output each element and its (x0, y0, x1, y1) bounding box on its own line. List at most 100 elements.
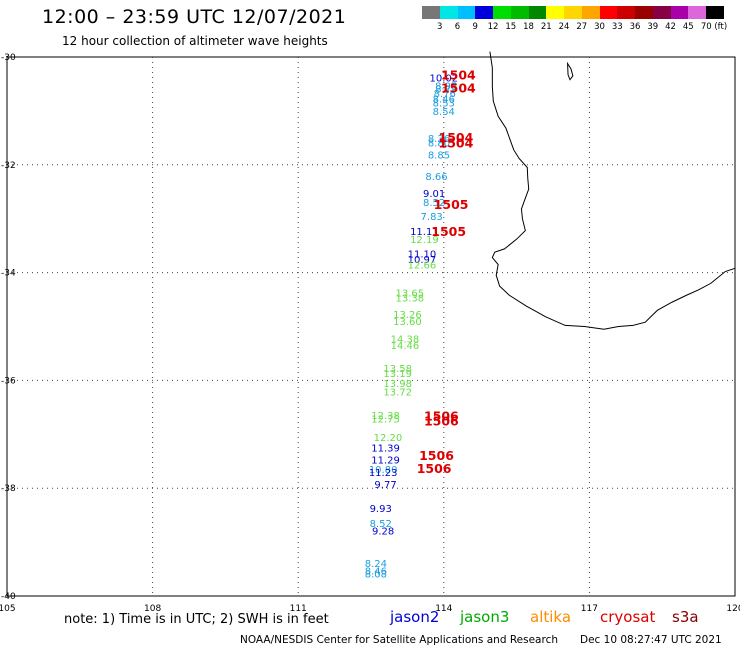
wave-height-label: 13.60 (393, 317, 422, 328)
wave-height-label: 8.08 (365, 570, 387, 581)
latitude-tick-label: -36 (1, 376, 16, 386)
mission-label-s3a: s3a (672, 608, 699, 626)
legend-swatch (510, 6, 529, 19)
legend-label: 6 (454, 22, 461, 32)
legend-label: 15 (505, 22, 517, 32)
wave-height-label: 11.39 (371, 444, 400, 455)
longitude-tick-label: 114 (435, 604, 452, 614)
wave-height-label: 13.19 (383, 369, 412, 380)
legend-label: 45 (682, 22, 694, 32)
pass-time-label: 1504 (439, 130, 474, 145)
latitude-tick-label: -38 (1, 484, 16, 494)
legend-label: 9 (472, 22, 478, 32)
pass-time-label: 1506 (424, 414, 459, 429)
wave-height-label: 8.46 (365, 566, 387, 577)
footer-note: note: 1) Time is in UTC; 2) SWH is in fe… (64, 612, 329, 627)
wave-height-label: 13.65 (396, 288, 425, 299)
pass-time-label: 1504 (439, 136, 474, 151)
legend-label: 33 (611, 22, 623, 32)
wave-height-label: 12.19 (410, 235, 439, 246)
wave-height-label: 9.77 (374, 480, 396, 491)
latitude-tick-label: -34 (1, 269, 16, 279)
legend-swatch (652, 6, 671, 19)
legend-label: 36 (629, 22, 641, 32)
wave-height-label: 13.58 (383, 364, 412, 375)
pass-time-label: 1505 (434, 197, 469, 212)
wave-height-label: 12.20 (374, 433, 403, 444)
page-subtitle: 12 hour collection of altimeter wave hei… (62, 34, 328, 48)
pass-time-label: 1506 (424, 408, 459, 423)
wave-height-label: 8.66 (425, 172, 447, 183)
color-legend (422, 6, 724, 19)
wave-height-label: 9.28 (372, 527, 394, 538)
legend-swatch (617, 6, 635, 19)
wave-height-label: 8.85 (428, 150, 450, 161)
wave-height-label: 8.95 (435, 81, 457, 92)
wave-height-label: 12.38 (371, 411, 400, 422)
mission-label-jason3: jason3 (460, 608, 510, 626)
wave-height-label: 10.80 (369, 465, 398, 476)
legend-swatch (475, 6, 493, 19)
island-outline (566, 61, 574, 81)
wave-height-label: 8.46 (433, 94, 455, 105)
legend-swatch (581, 6, 600, 19)
legend-swatch (706, 6, 724, 19)
legend-swatch (688, 6, 706, 19)
wave-height-label: 14.38 (391, 335, 420, 346)
wave-height-label: 8.54 (433, 107, 455, 118)
wave-height-label: 8.52 (423, 198, 445, 209)
pass-time-label: 1506 (419, 448, 454, 463)
wave-height-label: 8.53 (433, 99, 455, 110)
longitude-tick-label: 105 (0, 604, 16, 614)
map-frame (6, 56, 736, 597)
pass-time-label: 1504 (441, 81, 476, 96)
wave-height-label: 11.10 (408, 250, 437, 261)
legend-label: 27 (576, 22, 588, 32)
latitude-tick-label: -30 (1, 53, 16, 63)
legend-swatch (599, 6, 618, 19)
pass-time-label: 1506 (417, 461, 452, 476)
pass-time-label: 1505 (431, 224, 466, 239)
legend-swatch (564, 6, 582, 19)
mission-label-altika: altika (530, 608, 572, 626)
wave-height-label: 13.26 (393, 310, 422, 321)
wave-height-label: 8.76 (434, 89, 456, 100)
legend-swatch (528, 6, 547, 19)
wave-height-label: 8.24 (365, 559, 387, 570)
page-title: 12:00 – 23:59 UTC 12/07/2021 (42, 6, 347, 28)
wave-height-label: 13.38 (396, 294, 425, 305)
legend-label: 18 (523, 22, 534, 32)
credit-text: NOAA/NESDIS Center for Satellite Applica… (240, 634, 558, 646)
wave-height-label: 12.66 (408, 260, 437, 271)
longitude-tick-label: 108 (144, 604, 161, 614)
wave-height-label: 11.23 (369, 468, 398, 479)
coastline (489, 51, 736, 330)
legend-label: 24 (558, 22, 570, 32)
wave-height-label: 13.98 (383, 379, 412, 390)
legend-swatch (670, 6, 689, 19)
legend-swatch (457, 6, 476, 19)
legend-label: 21 (540, 22, 552, 32)
pass-time-label: 1504 (441, 68, 476, 83)
timestamp-text: Dec 10 08:27:47 UTC 2021 (580, 634, 722, 646)
latitude-tick-label: -32 (1, 161, 16, 171)
wave-height-label: 8.80 (428, 138, 450, 149)
wave-height-label: 10.97 (408, 255, 437, 266)
legend-swatch (546, 6, 564, 19)
longitude-tick-label: 117 (581, 604, 598, 614)
legend-swatch (493, 6, 511, 19)
wave-height-label: 9.93 (370, 504, 392, 515)
latitude-tick-label: -40 (1, 592, 16, 602)
wave-height-label: 12.75 (371, 414, 400, 425)
legend-label: 3 (437, 22, 443, 32)
legend-label: 42 (665, 22, 676, 32)
longitude-tick-label: 111 (290, 604, 307, 614)
wave-height-label: 10.02 (429, 73, 458, 84)
wave-height-label: 8.36 (428, 134, 450, 145)
wave-height-label: 14.46 (391, 341, 420, 352)
wave-height-label: 11.29 (371, 455, 400, 466)
wave-height-label: 8.52 (370, 519, 392, 530)
longitude-tick-label: 120 (726, 604, 740, 614)
wave-height-label: 8.79 (435, 85, 457, 96)
